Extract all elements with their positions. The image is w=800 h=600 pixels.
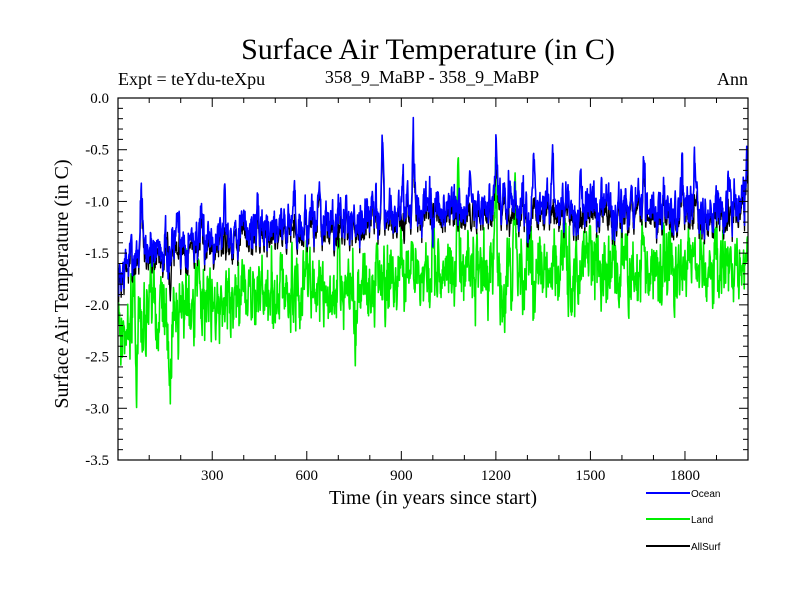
y-tick-label: -1.0 <box>85 194 109 210</box>
y-tick-label: -3.0 <box>85 401 109 417</box>
x-axis-label: Time (in years since start) <box>329 487 537 509</box>
period-label: 358_9_MaBP - 358_9_MaBP <box>325 67 539 87</box>
x-tick-label: 600 <box>296 468 319 484</box>
x-tick-label: 1500 <box>575 468 605 484</box>
x-tick-label: 300 <box>201 468 224 484</box>
y-tick-label: -3.5 <box>85 453 109 469</box>
legend-label-land: Land <box>691 515 713 526</box>
x-tick-label: 1200 <box>481 468 511 484</box>
legend-label-ocean: Ocean <box>691 489 720 500</box>
y-tick-label: 0.0 <box>90 91 109 107</box>
y-tick-label: -2.0 <box>85 298 109 314</box>
x-tick-label: 1800 <box>670 468 700 484</box>
plot-area <box>118 116 748 409</box>
experiment-label: Expt = teYdu-teXpu <box>118 69 265 89</box>
x-tick-label: 900 <box>390 468 413 484</box>
y-tick-label: -2.5 <box>85 350 109 366</box>
series-line-ocean <box>118 116 748 297</box>
y-axis-label: Surface Air Temperature (in C) <box>51 159 73 408</box>
y-tick-label: -1.5 <box>85 246 109 262</box>
y-axis: 0.0 -0.5 -1.0 -1.5 -2.0 -2.5 -3.0 -3.5 <box>85 91 748 469</box>
x-axis: 300 600 900 1200 1500 1800 <box>148 98 717 484</box>
chart-title: Surface Air Temperature (in C) <box>241 33 615 66</box>
season-label: Ann <box>717 69 748 89</box>
legend-label-allsurf: AllSurf <box>691 542 721 553</box>
legend: Ocean Land AllSurf <box>646 489 721 553</box>
y-tick-label: -0.5 <box>85 143 109 159</box>
